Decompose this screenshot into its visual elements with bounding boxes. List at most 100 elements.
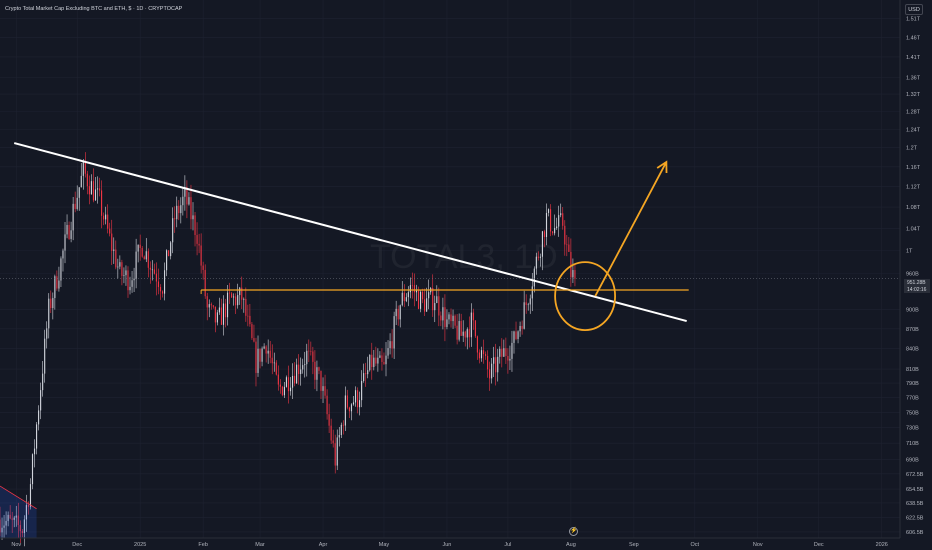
x-tick-label: Nov [753, 542, 763, 548]
candle-body [129, 286, 131, 291]
candle-body [517, 331, 519, 339]
candles [0, 152, 576, 547]
candle-body [92, 181, 95, 201]
candle-body [115, 249, 117, 268]
candle-body [493, 357, 495, 364]
x-tick-label: Aug [566, 542, 576, 548]
candle-body [336, 437, 338, 466]
candle-body [166, 250, 168, 271]
candle-body [354, 390, 357, 403]
candle-body [135, 251, 137, 279]
candle-body [94, 189, 97, 201]
candle-body [476, 336, 478, 353]
candle-body [220, 307, 223, 325]
candle-body [306, 350, 308, 365]
candle-body [204, 269, 206, 297]
candle-body [60, 258, 62, 281]
time-axis[interactable]: Nov Dec 2025 Feb Mar Apr May Jun Jul Aug Sep Oct Nov… [0, 537, 900, 548]
candle-body [184, 187, 186, 197]
candle-body [44, 338, 46, 374]
candle-body [417, 290, 420, 309]
candle-body [157, 281, 160, 288]
candle-body [523, 302, 525, 329]
candle-body [218, 307, 220, 313]
candle-body [291, 375, 294, 388]
candle-body [371, 354, 373, 368]
candle-body [535, 256, 537, 269]
candle-body [131, 280, 133, 287]
candle-body [5, 520, 7, 526]
candle-body [66, 225, 68, 235]
candle-body [322, 386, 324, 391]
candle-body [300, 369, 302, 375]
candle-body [21, 531, 23, 533]
candle-body [513, 331, 515, 343]
candle-body [98, 188, 101, 191]
candle-body [552, 231, 554, 234]
candle-body [190, 197, 192, 220]
candle-body [318, 367, 320, 371]
candle-body [196, 235, 198, 244]
candle-body [554, 228, 556, 234]
candle-body [511, 342, 513, 359]
x-tick-label: Nov [11, 542, 21, 548]
candle-body [446, 319, 448, 327]
candle-body [438, 296, 440, 316]
price-axis[interactable]: 606.5B 622.5B 638.5B 654.5B 672.5B 690B 710B 73… [899, 0, 932, 550]
candle-body [568, 244, 570, 252]
candle-body [38, 410, 40, 425]
candle-body [547, 209, 550, 213]
candle-body [424, 299, 426, 312]
candle-body [64, 234, 66, 251]
candle-body [210, 304, 212, 306]
candle-body [84, 161, 86, 174]
candle-body [399, 305, 401, 320]
lightning-event-icon[interactable]: ⚡ [569, 527, 578, 536]
y-tick-label: 1.16T [906, 165, 921, 171]
candle-body [23, 519, 25, 533]
candle-body [572, 270, 574, 278]
candle-body [101, 190, 103, 216]
candle-body [19, 525, 21, 532]
candle-body [279, 384, 281, 387]
candle-body [249, 315, 251, 325]
candle-body [206, 296, 208, 308]
candle-body [247, 315, 249, 317]
candle-body [521, 325, 523, 329]
candle-body [531, 286, 533, 299]
candle-body [261, 348, 263, 362]
candle-body [68, 225, 70, 239]
candle-body [194, 215, 196, 236]
candle-body [369, 354, 371, 371]
candle-body [168, 250, 170, 257]
candle-body [342, 424, 344, 426]
candle-body [153, 269, 155, 274]
candle-body [562, 213, 564, 226]
candle-body [480, 350, 483, 359]
candle-body [456, 325, 458, 340]
candle-body [36, 424, 38, 449]
candle-body [253, 338, 255, 342]
candle-body [503, 348, 505, 357]
y-tick-label: 638.5B [906, 501, 924, 507]
candle-body [314, 361, 316, 380]
y-tick-label: 1.24T [906, 127, 921, 133]
y-tick-label: 1.2T [906, 146, 918, 152]
candle-body [519, 325, 521, 332]
candle-body [269, 350, 271, 358]
candle-body [391, 341, 393, 349]
candle-body [499, 348, 501, 357]
candle-body [413, 285, 416, 293]
candle-body [178, 205, 180, 214]
candle-body [214, 306, 216, 323]
currency-button[interactable]: USD [905, 4, 923, 15]
drawings[interactable] [0, 142, 900, 538]
candle-body [145, 251, 147, 260]
candle-body [440, 315, 442, 321]
candle-body [448, 314, 450, 320]
candle-body [505, 348, 507, 356]
candle-body [375, 357, 377, 364]
y-tick-label: 1.46T [906, 35, 921, 41]
